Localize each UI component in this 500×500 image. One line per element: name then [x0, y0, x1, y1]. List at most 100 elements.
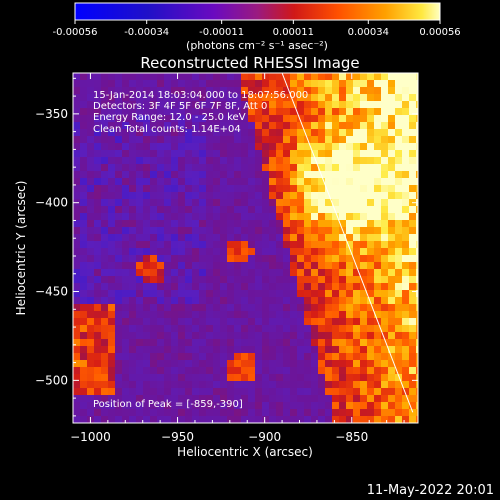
heatmap-cell [409, 255, 417, 263]
heatmap-cell [304, 234, 312, 242]
heatmap-cell [157, 122, 165, 130]
heatmap-cell [143, 269, 151, 277]
heatmap-cell [122, 353, 130, 361]
heatmap-cell [276, 122, 284, 130]
heatmap-cell [150, 227, 158, 235]
colorbar-tick-label: 0.00011 [273, 27, 314, 38]
heatmap-cell [185, 241, 193, 249]
heatmap-cell [80, 122, 88, 130]
heatmap-cell [136, 227, 144, 235]
heatmap-cell [150, 94, 158, 102]
heatmap-cell [213, 164, 221, 172]
heatmap-cell [360, 241, 368, 249]
heatmap-cell [185, 80, 193, 88]
heatmap-cell [101, 381, 109, 389]
heatmap-cell [367, 108, 375, 116]
heatmap-cell [367, 220, 375, 228]
heatmap-cell [206, 346, 214, 354]
heatmap-cell [269, 374, 277, 382]
heatmap-cell [360, 150, 368, 158]
heatmap-cell [360, 360, 368, 368]
heatmap-cell [199, 73, 207, 81]
heatmap-cell [87, 220, 95, 228]
heatmap-cell [178, 178, 186, 186]
heatmap-cell [164, 136, 172, 144]
heatmap-cell [262, 248, 270, 256]
heatmap-cell [283, 206, 291, 214]
heatmap-cell [374, 388, 382, 396]
heatmap-cell [416, 241, 418, 249]
heatmap-cell [178, 199, 186, 207]
heatmap-cell [101, 297, 109, 305]
heatmap-cell [157, 143, 165, 151]
heatmap-cell [206, 115, 214, 123]
heatmap-cell [416, 143, 418, 151]
heatmap-cell [374, 192, 382, 200]
heatmap-cell [164, 122, 172, 130]
heatmap-cell [73, 73, 81, 81]
heatmap-cell [262, 94, 270, 102]
heatmap-cell [213, 311, 221, 319]
heatmap-cell [94, 185, 102, 193]
heatmap-cell [374, 325, 382, 333]
heatmap-cell [80, 80, 88, 88]
heatmap-cell [276, 360, 284, 368]
heatmap-cell [248, 346, 256, 354]
heatmap-cell [360, 318, 368, 326]
heatmap-cell [339, 87, 347, 95]
heatmap-cell [416, 234, 418, 242]
heatmap-cell [297, 346, 305, 354]
heatmap-cell [402, 332, 410, 340]
heatmap-cell [87, 157, 95, 165]
heatmap-cell [80, 101, 88, 109]
heatmap-cell [157, 80, 165, 88]
heatmap-cell [297, 136, 305, 144]
heatmap-cell [269, 108, 277, 116]
heatmap-cell [367, 311, 375, 319]
heatmap-cell [332, 290, 340, 298]
heatmap-cell [199, 374, 207, 382]
heatmap-cell [101, 290, 109, 298]
heatmap-cell [143, 353, 151, 361]
heatmap-cell [115, 192, 123, 200]
heatmap-cell [94, 297, 102, 305]
heatmap-cell [157, 185, 165, 193]
heatmap-cell [325, 234, 333, 242]
heatmap-cell [276, 171, 284, 179]
heatmap-cell [150, 402, 158, 410]
heatmap-cell [73, 87, 81, 95]
heatmap-cell [346, 115, 354, 123]
heatmap-cell [80, 318, 88, 326]
heatmap-cell [150, 122, 158, 130]
heatmap-cell [178, 206, 186, 214]
heatmap-cell [136, 269, 144, 277]
heatmap-cell [129, 157, 137, 165]
heatmap-cell [220, 129, 228, 137]
heatmap-cell [402, 94, 410, 102]
heatmap-cell [101, 304, 109, 312]
heatmap-cell [381, 311, 389, 319]
heatmap-cell [304, 395, 312, 403]
heatmap-cell [416, 227, 418, 235]
heatmap-cell [185, 248, 193, 256]
heatmap-cell [73, 262, 81, 270]
heatmap-cell [297, 101, 305, 109]
heatmap-cell [395, 101, 403, 109]
heatmap-cell [297, 262, 305, 270]
heatmap-cell [283, 346, 291, 354]
heatmap-cell [367, 192, 375, 200]
heatmap-cell [402, 283, 410, 291]
heatmap-cell [171, 241, 179, 249]
heatmap-cell [206, 73, 214, 81]
heatmap-cell [402, 234, 410, 242]
heatmap-cell [367, 248, 375, 256]
heatmap-cell [367, 283, 375, 291]
heatmap-cell [101, 395, 109, 403]
heatmap-cell [171, 185, 179, 193]
heatmap-cell [220, 73, 228, 81]
heatmap-cell [115, 360, 123, 368]
heatmap-cell [346, 269, 354, 277]
heatmap-cell [276, 290, 284, 298]
heatmap-cell [262, 157, 270, 165]
heatmap-cell [353, 171, 361, 179]
